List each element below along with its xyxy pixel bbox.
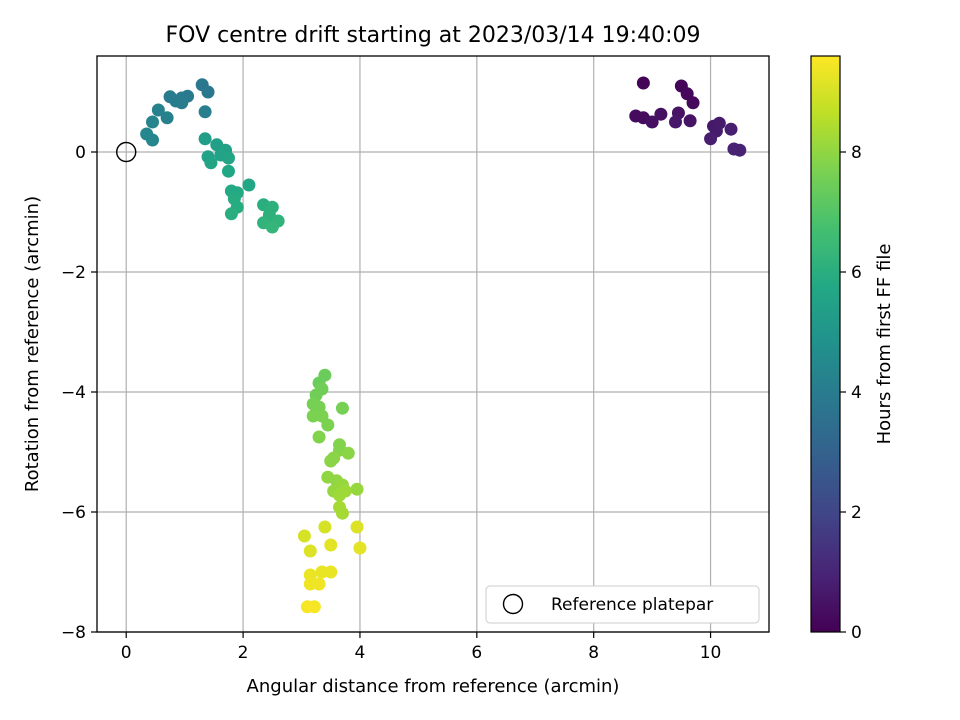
colorbar-label: Hours from first FF file (874, 244, 895, 445)
data-point (198, 132, 212, 146)
grid (97, 56, 769, 633)
data-point (654, 107, 668, 121)
data-point (163, 90, 177, 104)
colorbar-tick-label: 0 (851, 623, 862, 643)
legend: Reference platepar (485, 585, 760, 624)
data-point (312, 577, 326, 591)
data-point (350, 520, 364, 534)
data-point (324, 538, 338, 552)
colorbar (810, 55, 841, 633)
data-point (265, 220, 279, 234)
data-point (242, 178, 256, 192)
data-point (198, 105, 212, 119)
x-tick-label: 0 (121, 643, 132, 663)
data-point (146, 133, 160, 147)
data-point (683, 114, 697, 128)
data-point (636, 76, 650, 90)
y-tick-label: 0 (75, 143, 86, 163)
x-tick-label: 4 (355, 643, 366, 663)
data-point (321, 418, 335, 432)
legend-marker (502, 593, 524, 615)
colorbar-tick-label: 2 (851, 503, 862, 523)
x-axis-ticks: 0 2 4 6 8 10 (121, 632, 722, 663)
colorbar-ticks: 0 2 4 6 8 (840, 143, 862, 643)
chart-title: FOV centre drift starting at 2023/03/14 … (166, 23, 701, 48)
data-point (318, 520, 332, 534)
data-point (201, 85, 215, 99)
plot-frame (96, 55, 770, 633)
data-point (204, 156, 218, 170)
x-tick-label: 2 (238, 643, 249, 663)
data-points (140, 76, 747, 614)
data-point (353, 541, 367, 555)
legend-label: Reference platepar (551, 595, 713, 615)
data-point (297, 529, 311, 543)
data-point (669, 115, 683, 129)
data-point (160, 111, 174, 125)
colorbar-tick-label: 4 (851, 383, 862, 403)
data-point (303, 544, 317, 558)
data-point (350, 482, 364, 496)
x-tick-label: 6 (471, 643, 482, 663)
y-tick-label: −8 (61, 623, 86, 643)
data-point (335, 401, 349, 415)
data-point (335, 506, 349, 520)
data-point (733, 143, 747, 157)
data-point (146, 115, 160, 129)
x-tick-label: 8 (588, 643, 599, 663)
colorbar-tick-label: 8 (851, 143, 862, 163)
y-tick-label: −6 (61, 503, 86, 523)
data-point (341, 446, 355, 460)
data-point (686, 96, 700, 110)
data-point (221, 164, 235, 178)
x-axis-label: Angular distance from reference (arcmin) (247, 676, 620, 697)
data-point (324, 454, 338, 468)
y-axis-ticks: −8 −6 −4 −2 0 (61, 143, 97, 643)
data-point (221, 151, 235, 165)
data-point (224, 207, 238, 221)
data-point (307, 600, 321, 614)
data-point (175, 96, 189, 110)
data-point (312, 430, 326, 444)
colorbar-tick-label: 6 (851, 263, 862, 283)
data-point (151, 103, 165, 117)
reference-marker (116, 141, 137, 163)
data-point (645, 115, 659, 129)
data-point (303, 568, 317, 582)
y-tick-label: −2 (61, 263, 86, 283)
y-axis-label: Rotation from reference (arcmin) (22, 196, 43, 492)
data-point (704, 132, 718, 146)
legend-box (485, 585, 760, 624)
x-tick-label: 10 (700, 643, 722, 663)
data-point (333, 488, 347, 502)
data-point (724, 122, 738, 136)
y-tick-label: −4 (61, 383, 86, 403)
data-point (324, 565, 338, 579)
